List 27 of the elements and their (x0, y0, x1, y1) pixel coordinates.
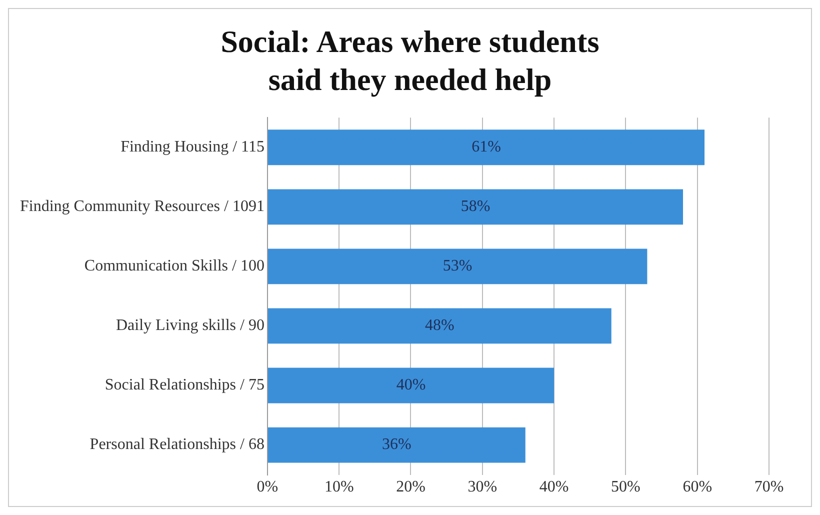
bar (268, 130, 705, 166)
y-tick-label: Finding Community Resources / 1091 (20, 198, 264, 216)
x-tick-label: 70% (754, 478, 784, 496)
bar (268, 308, 612, 344)
data-label: 61% (472, 138, 501, 156)
chart-title: Social: Areas where students said they needed help (220, 23, 600, 99)
y-tick-label: Communication Skills / 100 (84, 258, 264, 275)
data-label: 36% (382, 436, 412, 454)
y-tick-label: Daily Living skills / 90 (116, 317, 264, 334)
x-tick-label: 20% (396, 478, 426, 496)
data-label: 58% (460, 198, 490, 216)
bar (268, 189, 684, 225)
x-tick-label: 50% (611, 478, 640, 496)
bar (268, 248, 648, 284)
y-tick-label: Personal Relationships / 68 (90, 436, 264, 454)
data-label: 53% (442, 258, 472, 275)
y-tick-label: Social Relationships / 75 (104, 376, 264, 394)
x-tick-label: 30% (468, 478, 498, 496)
bar (268, 427, 526, 463)
bar (268, 368, 554, 404)
data-label: 40% (396, 376, 426, 394)
x-tick-label: 40% (539, 478, 569, 496)
x-tick-label: 0% (256, 478, 278, 496)
y-tick-label: Finding Housing / 115 (120, 138, 264, 156)
x-tick-label: 10% (324, 478, 354, 496)
x-tick-label: 60% (682, 478, 712, 496)
data-label: 48% (424, 317, 454, 334)
